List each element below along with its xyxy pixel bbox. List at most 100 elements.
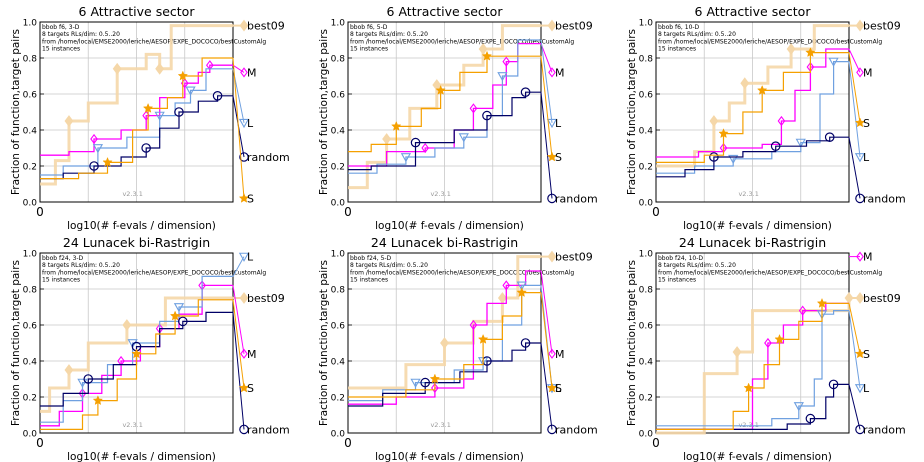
info-line: 15 instances: [658, 277, 696, 284]
legend-marker: [238, 118, 250, 129]
series-label: L: [555, 382, 562, 395]
series-label: random: [555, 192, 598, 205]
info-line: 8 targets RLs/dim: 0.5..20: [42, 31, 120, 38]
legend-marker: [239, 19, 249, 32]
series-marker: [502, 280, 511, 291]
series-label: S: [555, 382, 562, 395]
info-line: 15 instances: [42, 277, 80, 284]
legend-marker: [546, 151, 558, 162]
series-label: L: [863, 151, 870, 164]
y-tick-label: 0.6: [23, 322, 38, 332]
series-marker: [77, 378, 88, 388]
series-line: [348, 270, 541, 405]
info-line: 8 targets RLs/dim: 0.5..20: [658, 31, 736, 38]
info-line: from /home/local/EMSE2000/leriche/AESOP/…: [42, 38, 266, 45]
legend-marker: [547, 19, 557, 32]
series-s: S: [40, 299, 254, 430]
info-line: bbob f24, 3-D: [42, 255, 84, 262]
series-l: L: [656, 310, 870, 427]
x-tick-label: 0: [36, 205, 44, 219]
y-tick-label: 1.0: [639, 250, 654, 260]
series-marker: [805, 47, 816, 58]
series-line: [656, 383, 849, 430]
series-m: M: [656, 48, 873, 158]
legend-marker: [856, 251, 864, 262]
y-tick-label: 0.2: [23, 394, 37, 404]
series-label: M: [863, 66, 873, 79]
leader-line: [540, 92, 553, 199]
series-marker: [520, 338, 531, 348]
info-line: from /home/local/EMSE2000/leriche/AESOP/…: [658, 38, 882, 45]
series-marker: [391, 120, 402, 131]
series-marker: [824, 132, 835, 142]
leader-line: [232, 285, 245, 354]
y-tick-label: 1.0: [331, 19, 346, 29]
legend-marker: [854, 384, 866, 394]
series-marker: [127, 339, 138, 349]
series-marker: [177, 70, 189, 81]
legend-marker: [239, 152, 249, 162]
y-tick-label: 0.0: [23, 199, 38, 209]
chart-title: 6 Attractive sector: [387, 4, 504, 19]
plot-frame: [655, 21, 850, 203]
series-marker: [83, 374, 94, 384]
y-tick-label: 0.6: [639, 91, 654, 101]
info-line: 8 targets RLs/dim: 0.5..20: [658, 262, 736, 269]
series-marker: [169, 310, 181, 321]
series-line: [348, 24, 541, 190]
y-tick-label: 0.0: [331, 430, 346, 440]
info-text: bbob f24, 10-D8 targets RLs/dim: 0.5..20…: [658, 255, 882, 284]
series-marker: [709, 152, 719, 162]
y-axis-label: Fraction of function,target pairs: [318, 29, 330, 195]
series-marker: [774, 333, 785, 344]
y-tick-label: 0.4: [23, 358, 38, 368]
leader-line: [540, 292, 553, 389]
series-marker: [141, 143, 151, 153]
series-marker: [142, 102, 154, 113]
series-marker: [155, 62, 165, 75]
version-label: v2.3.1: [430, 190, 450, 198]
series-s: S: [656, 47, 870, 163]
series-line: [40, 57, 233, 180]
info-line: bbob f24, 10-D: [658, 255, 703, 262]
legend-marker: [239, 424, 249, 435]
y-tick-label: 0.4: [331, 127, 346, 137]
x-tick-label: 0: [344, 205, 352, 219]
series-marker: [178, 316, 188, 327]
info-line: 15 instances: [350, 277, 388, 284]
series-l: L: [656, 57, 870, 174]
y-axis-label: Fraction of function,target pairs: [10, 260, 22, 426]
series-s: S: [40, 57, 254, 205]
y-tick-label: 1.0: [331, 250, 346, 260]
series-marker: [828, 379, 839, 390]
series-marker: [102, 156, 113, 167]
legend-marker: [547, 193, 557, 204]
y-tick-label: 0.2: [331, 394, 345, 404]
x-tick-label: 0: [652, 436, 660, 450]
series-marker: [421, 142, 430, 154]
series-l: L: [40, 251, 254, 423]
series-label: S: [247, 192, 254, 205]
series-line: [348, 42, 541, 167]
series-marker: [805, 413, 816, 424]
info-line: bbob f6, 3-D: [42, 24, 80, 31]
series-label: L: [247, 251, 254, 264]
info-text: bbob f6, 10-D8 targets RLs/dim: 0.5..20 …: [658, 24, 882, 53]
series-line: [40, 299, 233, 430]
version-label: v2.3.1: [738, 190, 758, 198]
y-axis-label: Fraction of function,target pairs: [626, 29, 638, 195]
leader-line: [540, 39, 553, 123]
series-marker: [431, 382, 439, 394]
series-marker: [709, 115, 719, 127]
plot-frame: [347, 21, 542, 203]
series-marker: [793, 402, 804, 412]
series-line: [40, 296, 233, 413]
series-label: S: [247, 382, 254, 395]
chart-title: 6 Attractive sector: [695, 4, 812, 19]
legend-marker: [238, 192, 250, 203]
series-label: L: [863, 382, 870, 395]
x-axis-label: log10(# f-evals / dimension): [375, 451, 524, 462]
series-line: [40, 275, 233, 423]
series-marker: [92, 395, 104, 406]
